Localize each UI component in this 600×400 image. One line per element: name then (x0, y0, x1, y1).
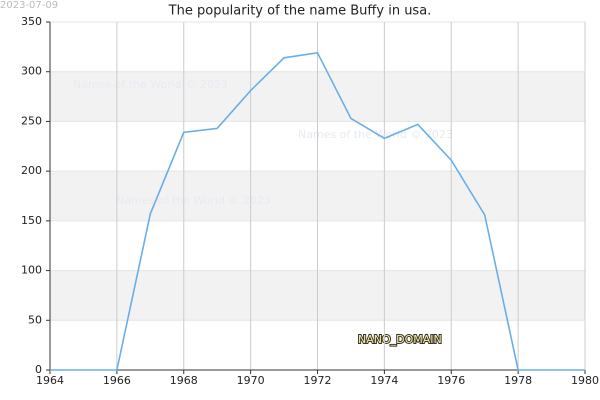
x-tick-label: 1964 (36, 374, 64, 387)
watermark: Names of the World © 2023 (298, 128, 453, 141)
y-tick-label: 350 (21, 15, 42, 28)
watermark: Names of the World © 2023 (73, 78, 228, 91)
date-label: 2023-07-09 (0, 0, 58, 11)
x-tick-label: 1970 (237, 374, 265, 387)
x-tick-label: 1972 (304, 374, 332, 387)
x-tick-label: 1976 (437, 374, 465, 387)
y-tick-label: 250 (21, 114, 42, 127)
x-tick-label: 1980 (571, 374, 599, 387)
chart-title: The popularity of the name Buffy in usa. (168, 4, 432, 19)
y-tick-label: 50 (28, 313, 42, 326)
y-tick-label: 150 (21, 214, 42, 227)
y-tick-label: 100 (21, 264, 42, 277)
x-tick-label: 1978 (504, 374, 532, 387)
y-tick-label: 300 (21, 65, 42, 78)
data-line (50, 51, 585, 371)
x-tick-label: 1968 (170, 374, 198, 387)
y-tick-label: 200 (21, 164, 42, 177)
x-tick-label: 1974 (370, 374, 398, 387)
domain-label: NANO_DOMAIN (358, 333, 442, 346)
x-tick-label: 1966 (103, 374, 131, 387)
y-tick-label: 0 (35, 363, 42, 376)
watermark: Names of the World © 2023 (116, 194, 271, 207)
